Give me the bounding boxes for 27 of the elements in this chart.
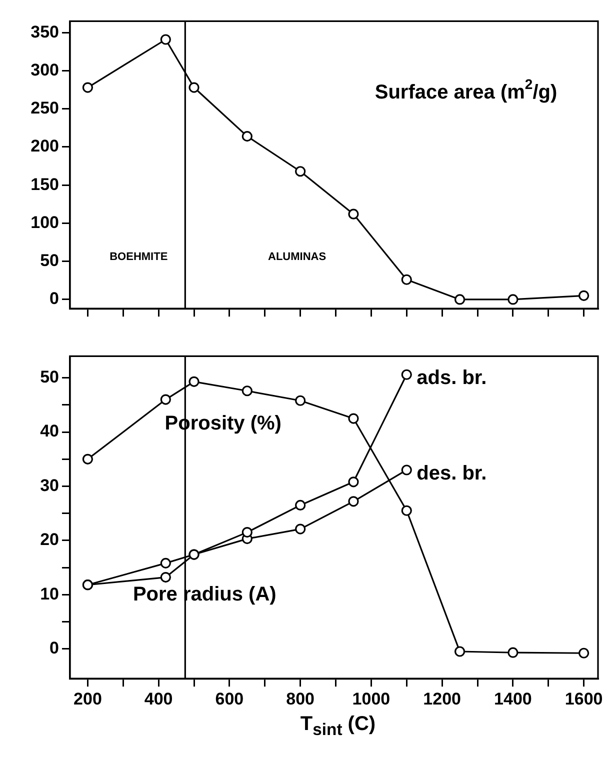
y-tick-label: 300 [30,60,59,80]
x-tick-label: 600 [215,689,244,708]
y-tick-label: 200 [30,136,59,156]
y-tick-label: 250 [30,98,59,118]
y-tick-label: 20 [40,530,59,550]
x-tick-label: 400 [144,689,173,708]
annotation: ALUMINAS [268,250,326,263]
x-tick-label: 1600 [564,689,603,708]
y-tick-label: 0 [50,638,59,658]
x-tick-label: 1400 [494,689,532,708]
y-tick-label: 30 [40,476,59,495]
y-tick-label: 50 [40,368,59,387]
y-tick-label: 150 [30,174,59,194]
y-tick-label: 10 [40,584,59,604]
y-tick-label: 50 [40,251,59,270]
annotation: BOEHMITE [110,250,168,263]
x-tick-label: 800 [286,689,315,708]
series-label: des. br. [416,462,487,485]
y-tick-label: 100 [30,212,59,232]
x-axis-title: T$_{sint}$ (C) [299,713,377,740]
x-tick-label: 1200 [423,689,461,708]
series-label: ads. br. [416,367,487,390]
y-tick-label: 0 [50,289,59,308]
y-tick-label: 350 [30,22,59,42]
y-tick-label: 40 [40,422,59,441]
x-tick-label: 200 [74,689,102,708]
x-tick-label: 1000 [352,689,390,708]
